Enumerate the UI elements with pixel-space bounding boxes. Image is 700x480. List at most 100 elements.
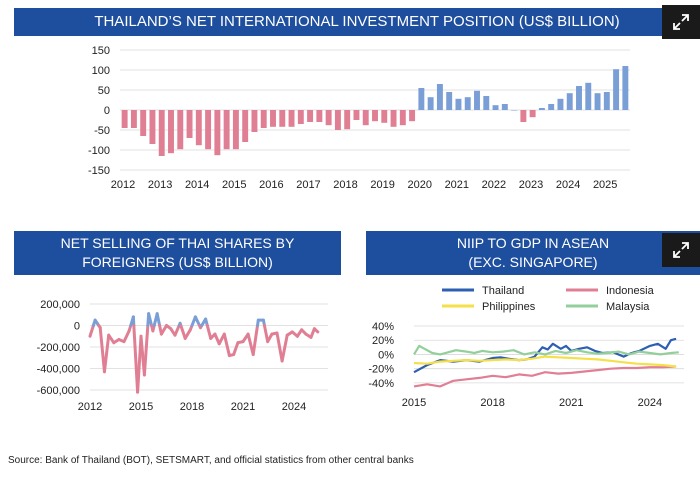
net-selling-segment <box>159 324 168 336</box>
net-selling-segment <box>98 326 106 374</box>
niip-bar <box>140 110 147 136</box>
niip-bar <box>585 82 592 110</box>
expand-button-niip[interactable] <box>662 5 700 39</box>
net-selling-segment <box>142 324 150 377</box>
niip-bar <box>325 110 332 126</box>
x-tick-label: 2015 <box>222 179 246 191</box>
y-tick-label: 0 <box>104 105 110 117</box>
x-tick-label: 2021 <box>559 397 583 409</box>
niip-bar <box>418 88 425 110</box>
x-tick-label: 2012 <box>78 401 102 413</box>
net-selling-segment <box>280 333 289 363</box>
legend-label: Philippines <box>482 301 536 313</box>
net-selling-segment <box>222 332 231 358</box>
net-selling-chart-title: NET SELLING OF THAI SHARES BY FOREIGNERS … <box>14 231 341 275</box>
niip-bar <box>511 110 518 111</box>
y-tick-label: 100 <box>92 65 110 77</box>
y-tick-label: -20% <box>368 364 394 376</box>
niip-bar <box>279 110 286 127</box>
niip-bar <box>186 110 193 138</box>
net-selling-segment <box>205 324 213 340</box>
x-tick-label: 2021 <box>445 179 469 191</box>
niip-bar <box>288 110 295 127</box>
niip-bar <box>464 97 471 110</box>
niip-bar <box>492 105 499 110</box>
net-selling-line-chart: 200,000 0 -200,000 -400,000 -600,000 2012 2015… <box>37 299 328 413</box>
x-tick-label: 2024 <box>282 401 306 413</box>
expand-arrows-icon <box>673 14 689 30</box>
niip-bar <box>353 110 360 120</box>
x-tick-label: 2020 <box>407 179 431 191</box>
net-selling-segment <box>262 324 270 344</box>
niip-bar <box>529 110 536 118</box>
niip-bar <box>168 110 174 154</box>
niip-bar <box>483 96 490 110</box>
niip-bar <box>214 110 221 156</box>
y-tick-label: -50 <box>94 125 110 137</box>
niip-bar <box>446 92 453 110</box>
niip-bar <box>455 98 462 110</box>
x-tick-label: 2023 <box>519 179 543 191</box>
x-tick-label: 2021 <box>231 401 255 413</box>
niip-bar <box>566 93 573 110</box>
expand-button-niip-gdp[interactable] <box>662 233 700 267</box>
niip-chart-title: THAILAND’S NET INTERNATIONAL INVESTMENT … <box>14 8 700 36</box>
niip-bar <box>223 110 230 150</box>
niip-bar <box>177 110 184 150</box>
niip-bar <box>149 110 156 144</box>
x-tick-label: 2024 <box>638 397 662 409</box>
niip-bar <box>372 110 378 122</box>
y-tick-label: -200,000 <box>37 342 80 354</box>
niip-bar <box>603 92 610 110</box>
series-line-philippines <box>413 355 677 368</box>
net-selling-segment <box>312 327 320 334</box>
x-tick-label: 2017 <box>296 179 320 191</box>
x-tick-label: 2018 <box>333 179 357 191</box>
net-selling-segment <box>107 333 116 345</box>
y-tick-label: -150 <box>88 165 110 177</box>
x-tick-label: 2013 <box>148 179 172 191</box>
net-selling-segment <box>251 324 260 357</box>
niip-bar <box>270 110 276 127</box>
net-selling-segment <box>147 312 154 327</box>
niip-bar <box>548 104 555 110</box>
legend-label: Thailand <box>482 285 524 297</box>
niip-bar <box>381 110 388 123</box>
niip-bar <box>334 110 341 130</box>
x-tick-label: 2019 <box>370 179 394 191</box>
net-selling-segment <box>88 324 95 338</box>
source-note: Source: Bank of Thailand (BOT), SETSMART… <box>8 455 414 466</box>
niip-bar <box>251 110 258 132</box>
niip-bar <box>613 69 620 110</box>
net-selling-segment <box>193 315 201 327</box>
niip-bar <box>195 110 202 146</box>
y-tick-label: 20% <box>372 335 394 347</box>
niip-bar <box>121 110 128 128</box>
niip-bar <box>130 110 137 128</box>
expand-arrows-icon <box>673 242 689 258</box>
niip-bar <box>622 66 629 110</box>
niip-bar <box>557 98 564 110</box>
niip-gdp-chart-title: NIIP TO GDP IN ASEAN (EXC. SINGAPORE) <box>366 231 700 275</box>
niip-bar <box>594 93 601 110</box>
net-selling-segment <box>179 324 187 340</box>
niip-bar <box>399 110 406 126</box>
niip-bar <box>390 110 397 127</box>
net-selling-segment <box>122 329 131 344</box>
series-line-malaysia <box>413 344 679 356</box>
niip-bar <box>344 110 351 130</box>
net-selling-segment <box>275 331 284 363</box>
net-selling-segment <box>232 341 240 357</box>
niip-bar <box>316 110 323 122</box>
y-tick-label: 40% <box>372 321 394 333</box>
niip-bar <box>427 97 434 110</box>
y-tick-label: -600,000 <box>37 385 80 397</box>
niip-bar <box>576 86 582 110</box>
y-tick-label: -100 <box>88 145 110 157</box>
niip-bar <box>474 90 480 110</box>
net-selling-segment <box>102 333 111 374</box>
net-selling-segment <box>183 328 192 340</box>
x-tick-label: 2015 <box>129 401 153 413</box>
net-selling-segment <box>173 324 181 337</box>
x-tick-label: 2025 <box>593 179 617 191</box>
